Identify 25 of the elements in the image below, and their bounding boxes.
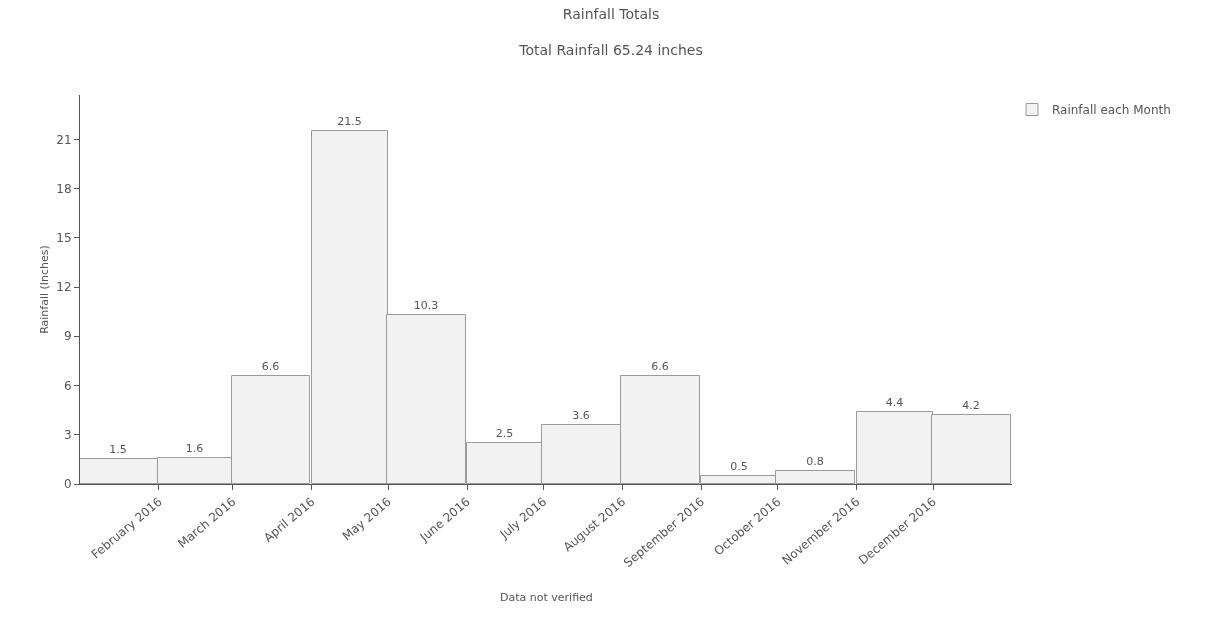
data-label: 3.6 (572, 408, 590, 422)
data-label: 1.6 (185, 441, 204, 455)
data-label: 4.4 (885, 395, 904, 409)
data-label: 10.3 (413, 298, 439, 312)
y-tick-label: 0 (63, 477, 72, 492)
text: Data not verified (500, 591, 593, 604)
y-tick-label: 9 (63, 329, 72, 344)
y-tick-label: 18 (56, 181, 72, 196)
data-label: 0.8 (806, 454, 824, 468)
data-label: 2.5 (495, 426, 514, 440)
data-label: 4.2 (962, 398, 980, 412)
y-tick-label: 21 (56, 132, 72, 147)
y-tick-label: 3 (63, 427, 72, 442)
data-label: 1.5 (109, 442, 127, 456)
data-label: 6.6 (261, 359, 280, 373)
y-tick-label: 15 (56, 231, 72, 245)
y-tick-label: 6 (63, 378, 72, 393)
y-tick-label: 12 (56, 280, 72, 295)
y-axis-title: Rainfall (Inches) (38, 245, 51, 334)
legend-label: Rainfall each Month (1052, 103, 1171, 118)
chart-subtitle: Total Rainfall 65.24 inches (518, 42, 703, 59)
data-label: 0.5 (730, 459, 748, 473)
data-label: 21.5 (337, 114, 362, 128)
chart-title: Rainfall Totals (562, 5, 660, 22)
data-label: 6.6 (651, 359, 669, 373)
